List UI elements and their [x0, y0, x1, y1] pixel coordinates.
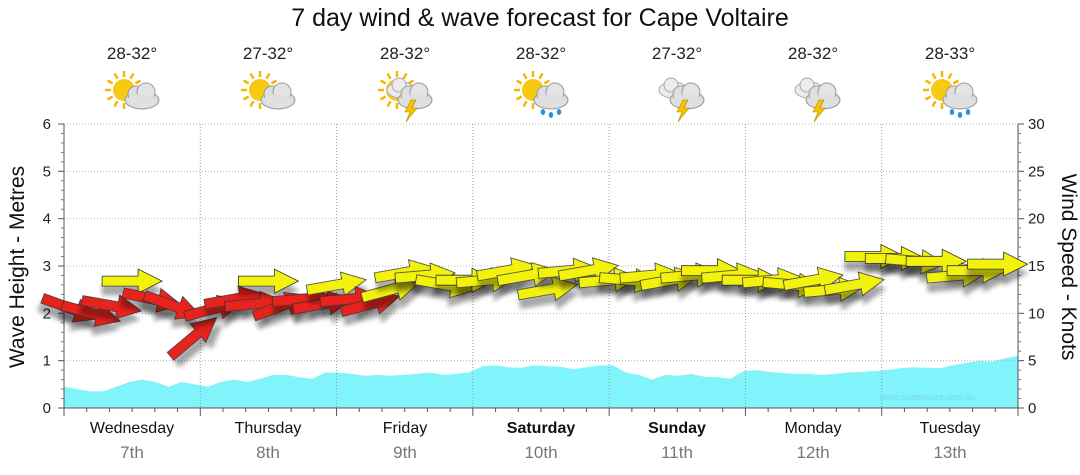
right-tick-label: 25 [1028, 163, 1045, 180]
sun-cloud-icon [238, 66, 302, 116]
right-tick-label: 10 [1028, 305, 1045, 322]
left-tick-label: 1 [43, 353, 51, 370]
right-tick-label: 0 [1028, 400, 1036, 417]
day-date-label: 13th [933, 443, 967, 462]
storm-icon [783, 66, 847, 122]
sun-cloud-icon [102, 66, 166, 116]
right-tick-label: 15 [1028, 258, 1045, 275]
day-name-label: Thursday [234, 420, 302, 437]
day-temperature: 28-32° [106, 44, 158, 63]
wind-arrow [237, 268, 300, 294]
left-tick-label: 2 [43, 305, 51, 322]
wind-arrow [80, 294, 143, 320]
day-date-label: 10th [524, 443, 558, 462]
day-name-label: Wednesday [89, 420, 175, 437]
storm-sun-icon [375, 66, 439, 122]
wind-arrow [967, 251, 1029, 277]
storm-icon [647, 66, 711, 122]
chart-title: 7 day wind & wave forecast for Cape Volt… [291, 4, 789, 32]
right-tick-label: 30 [1028, 116, 1045, 133]
sun-rain-icon [511, 66, 575, 118]
right-tick-label: 20 [1028, 211, 1045, 228]
wind-arrow [142, 290, 203, 320]
left-axis-title: Wave Height - Metres [6, 165, 29, 369]
day-temperature: 28-32° [515, 44, 567, 63]
day-date-label: 8th [256, 443, 280, 462]
right-axis-title: Wind Speed - Knots [1057, 173, 1080, 361]
wind-arrow [166, 317, 218, 361]
day-temperature: 27-32° [651, 44, 703, 63]
left-tick-label: 0 [43, 400, 51, 417]
day-name-label: Monday [784, 420, 842, 437]
watermark-text: www.seabreeze.com.au [880, 392, 976, 402]
left-tick-label: 3 [43, 258, 51, 275]
left-tick-label: 6 [43, 116, 51, 133]
day-name-label: Tuesday [919, 420, 981, 437]
right-tick-label: 5 [1028, 353, 1036, 370]
day-name-label: Friday [382, 420, 428, 437]
day-temperature: 27-32° [242, 44, 294, 63]
day-name-label: Saturday [506, 420, 576, 437]
day-date-label: 11th [661, 443, 693, 462]
day-temperature: 28-32° [787, 44, 839, 63]
left-tick-label: 4 [43, 211, 51, 228]
day-temperature: 28-32° [379, 44, 431, 63]
wind-arrow [516, 276, 579, 302]
day-date-label: 7th [120, 443, 144, 462]
day-name-label: Sunday [648, 420, 706, 437]
day-date-label: 12th [796, 443, 830, 462]
wind-arrow [101, 268, 163, 294]
left-tick-label: 5 [43, 163, 51, 180]
wind-arrow [823, 271, 885, 297]
sun-rain-icon [920, 66, 984, 118]
day-date-label: 9th [393, 443, 417, 462]
day-temperature: 28-33° [924, 44, 976, 63]
wave-height-area [64, 355, 1018, 408]
